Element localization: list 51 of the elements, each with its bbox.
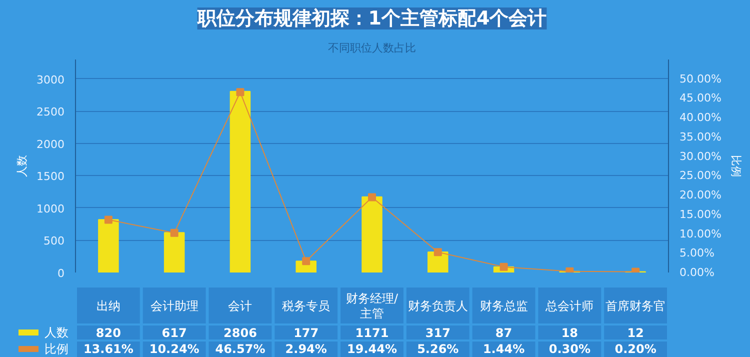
data-label: 1.44%	[482, 342, 525, 356]
data-label: 5.26%	[417, 342, 459, 356]
data-label: 87	[495, 326, 512, 340]
y2-tick-label: 15.00%	[680, 208, 722, 221]
y2-tick-label: 40.00%	[680, 111, 722, 124]
chart-subtitle: 不同职位人数占比	[328, 42, 416, 54]
data-label: 13.61%	[83, 342, 134, 356]
y2-tick-label: 20.00%	[680, 188, 722, 202]
data-label: 10.24%	[149, 342, 200, 356]
data-label: 46.57%	[215, 342, 266, 356]
y2-tick-label: 10.00%	[680, 227, 722, 240]
y2-tick-label: 50.00%	[680, 72, 722, 86]
y2-axis-title: 比例	[729, 155, 742, 177]
data-label: 2806	[224, 326, 257, 340]
x-tick-label: 财务总监	[480, 299, 528, 313]
x-tick-label: 财务负责人	[408, 299, 468, 313]
y-tick-label: 2000	[36, 138, 65, 151]
y2-tick-label: 35.00%	[680, 130, 722, 144]
y2-tick-label: 30.00%	[680, 150, 722, 163]
x-tick-label: 首席财务官	[606, 299, 666, 313]
data-label: 820	[96, 326, 121, 340]
data-label: 317	[425, 326, 450, 340]
legend-label: 人数	[44, 326, 68, 340]
y-axis-title: 人数	[16, 155, 29, 177]
data-label: 19.44%	[347, 342, 397, 356]
y-tick-label: 1500	[36, 170, 65, 184]
data-label: 2.94%	[285, 342, 327, 356]
chart-title: 职位分布规律初探：1个主管标配4个会计	[196, 8, 547, 30]
data-label: 177	[294, 326, 319, 340]
y-tick-label: 1000	[36, 202, 65, 216]
y2-tick-label: 25.00%	[680, 169, 722, 182]
x-tick-label: 总会计师	[544, 299, 594, 313]
data-label: 0.30%	[548, 342, 590, 356]
x-tick-label: 会计	[228, 299, 252, 313]
data-label: 12	[627, 326, 644, 340]
y-tick-label: 500	[44, 234, 65, 248]
x-tick-label: 出纳	[96, 299, 120, 313]
y-tick-label: 2500	[36, 106, 65, 119]
x-tick-label: 税务专员	[282, 299, 330, 313]
y-tick-label: 0	[58, 267, 64, 280]
y2-tick-label: 0.00%	[680, 266, 714, 279]
data-label: 1171	[355, 326, 389, 340]
y-tick-label: 3000	[36, 73, 65, 86]
x-tick-label: 财务经理/主管	[346, 291, 399, 321]
x-tick-label: 会计助理	[150, 299, 198, 313]
data-label: 0.20%	[614, 342, 656, 356]
data-label: 617	[162, 326, 187, 340]
y2-tick-label: 45.00%	[680, 92, 722, 105]
data-label: 18	[561, 326, 578, 340]
y2-tick-label: 5.00%	[680, 246, 714, 260]
legend-label: 比例	[44, 342, 68, 356]
